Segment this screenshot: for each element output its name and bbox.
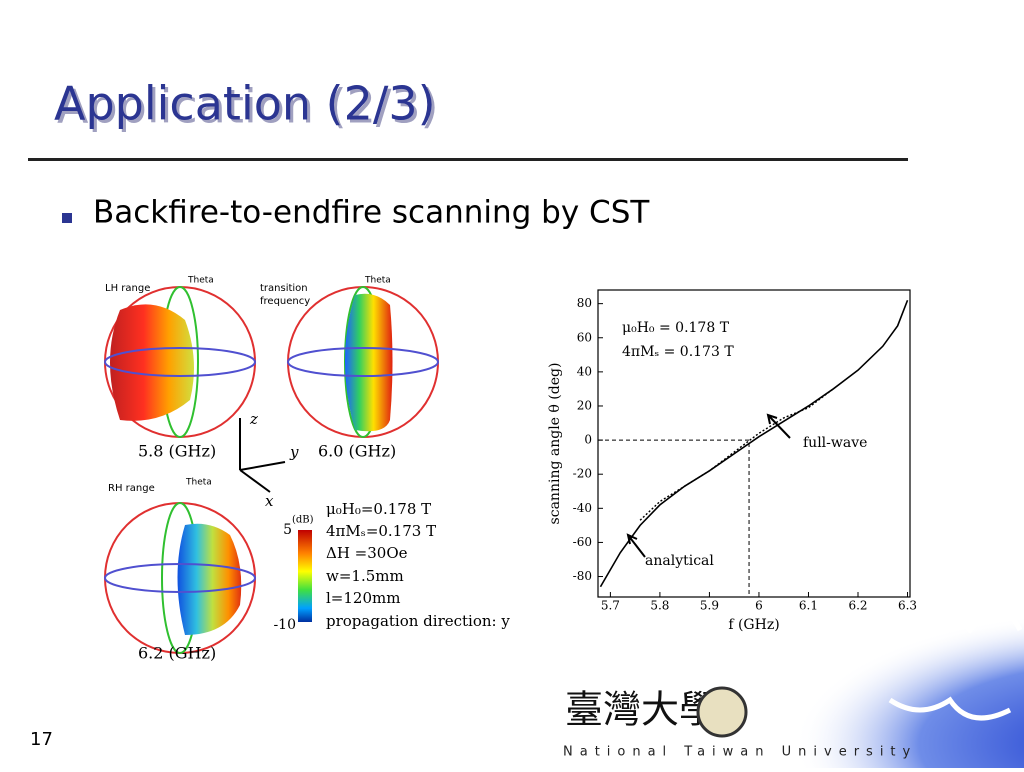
y-tick-label: -20 xyxy=(573,467,592,481)
y-tick-label: -40 xyxy=(573,501,592,515)
title-rule xyxy=(28,158,908,161)
radiation-patterns: LH range transition frequency RH range T… xyxy=(104,276,510,663)
x-tick-label: 6 xyxy=(755,599,763,613)
y-tick-label: 0 xyxy=(584,433,592,447)
seal xyxy=(696,686,748,738)
x-tick-label: 5.9 xyxy=(700,599,719,613)
annotation: analytical xyxy=(645,553,714,569)
annotation-arrow xyxy=(626,533,646,558)
parameter: 4πMₛ=0.173 T xyxy=(326,522,436,540)
x-tick-label: 6.1 xyxy=(799,599,818,613)
y-tick-label: 80 xyxy=(577,296,592,310)
colorbar-tick: -10 xyxy=(273,617,296,633)
colorbar xyxy=(298,530,312,622)
y-tick-label: -60 xyxy=(573,535,592,549)
title-shadow: Application (2/3) xyxy=(57,80,439,134)
sphere-ring xyxy=(287,347,439,377)
figure-label: RH range xyxy=(108,483,155,494)
slide-title: Application (2/3) xyxy=(54,77,436,131)
footer: National Taiwan University xyxy=(563,745,917,760)
y-tick-label: 60 xyxy=(577,330,592,344)
annotation: 4πMₛ = 0.173 T xyxy=(622,344,734,360)
pattern xyxy=(110,304,194,421)
caption: 5.8 (GHz) xyxy=(138,442,216,461)
flower xyxy=(888,607,1023,721)
chart: 5.7 5.8 5.9 6 6.1 6.2 6.3 -80 -60 -40 -20 0 20 40 60 80… xyxy=(547,289,917,633)
colorbar-unit: (dB) xyxy=(292,515,314,526)
x-tick-label: 6.2 xyxy=(848,599,867,613)
series-line xyxy=(639,388,834,521)
figure-label: frequency xyxy=(260,296,310,307)
figure-label: LH range xyxy=(105,283,150,294)
sphere-ring xyxy=(104,347,256,377)
axis-letter: y xyxy=(289,443,299,461)
coord-axes xyxy=(239,418,286,493)
reference-line xyxy=(598,439,750,597)
bullet-text: Backfire-to-endfire scanning by CST xyxy=(93,195,650,231)
axis-letter: x xyxy=(265,492,274,510)
x-tick-label: 6.3 xyxy=(898,599,917,613)
caption: 6.2 (GHz) xyxy=(138,644,216,663)
page-number: 17 xyxy=(30,729,53,750)
x-tick-label: 5.7 xyxy=(601,599,620,613)
parameter: μ₀H₀=0.178 T xyxy=(326,500,431,518)
caption: 6.0 (GHz) xyxy=(318,442,396,461)
pattern xyxy=(345,293,393,432)
plot-frame xyxy=(597,289,911,598)
parameter: l=120mm xyxy=(326,589,400,607)
parameter: ΔH =30Oe xyxy=(326,544,408,562)
theta-label: Theta xyxy=(364,276,391,286)
sphere-ring xyxy=(104,563,256,593)
parameter: w=1.5mm xyxy=(326,567,404,585)
figure-label: transition xyxy=(260,283,308,294)
x-axis-label: f (GHz) xyxy=(728,617,779,633)
annotation: μ₀H₀ = 0.178 T xyxy=(622,320,730,336)
logo-blob xyxy=(690,590,1024,772)
colorbar-tick: 5 xyxy=(283,522,292,538)
bullet-marker xyxy=(62,213,72,223)
logo-text: 臺灣大學 xyxy=(565,688,717,732)
axis-letter: z xyxy=(249,410,258,428)
annotation: full-wave xyxy=(803,435,867,451)
y-tick-label: 20 xyxy=(577,398,592,412)
y-tick-label: -80 xyxy=(573,569,592,583)
series-line xyxy=(599,299,909,588)
theta-label: Theta xyxy=(187,276,214,286)
x-tick-label: 5.8 xyxy=(650,599,669,613)
annotation-arrow xyxy=(766,413,791,439)
pattern xyxy=(177,523,242,635)
theta-label: Theta xyxy=(185,478,212,488)
y-axis-label: scanning angle θ (deg) xyxy=(547,363,563,525)
y-tick-label: 40 xyxy=(577,364,592,378)
parameter: propagation direction: y xyxy=(326,612,510,630)
